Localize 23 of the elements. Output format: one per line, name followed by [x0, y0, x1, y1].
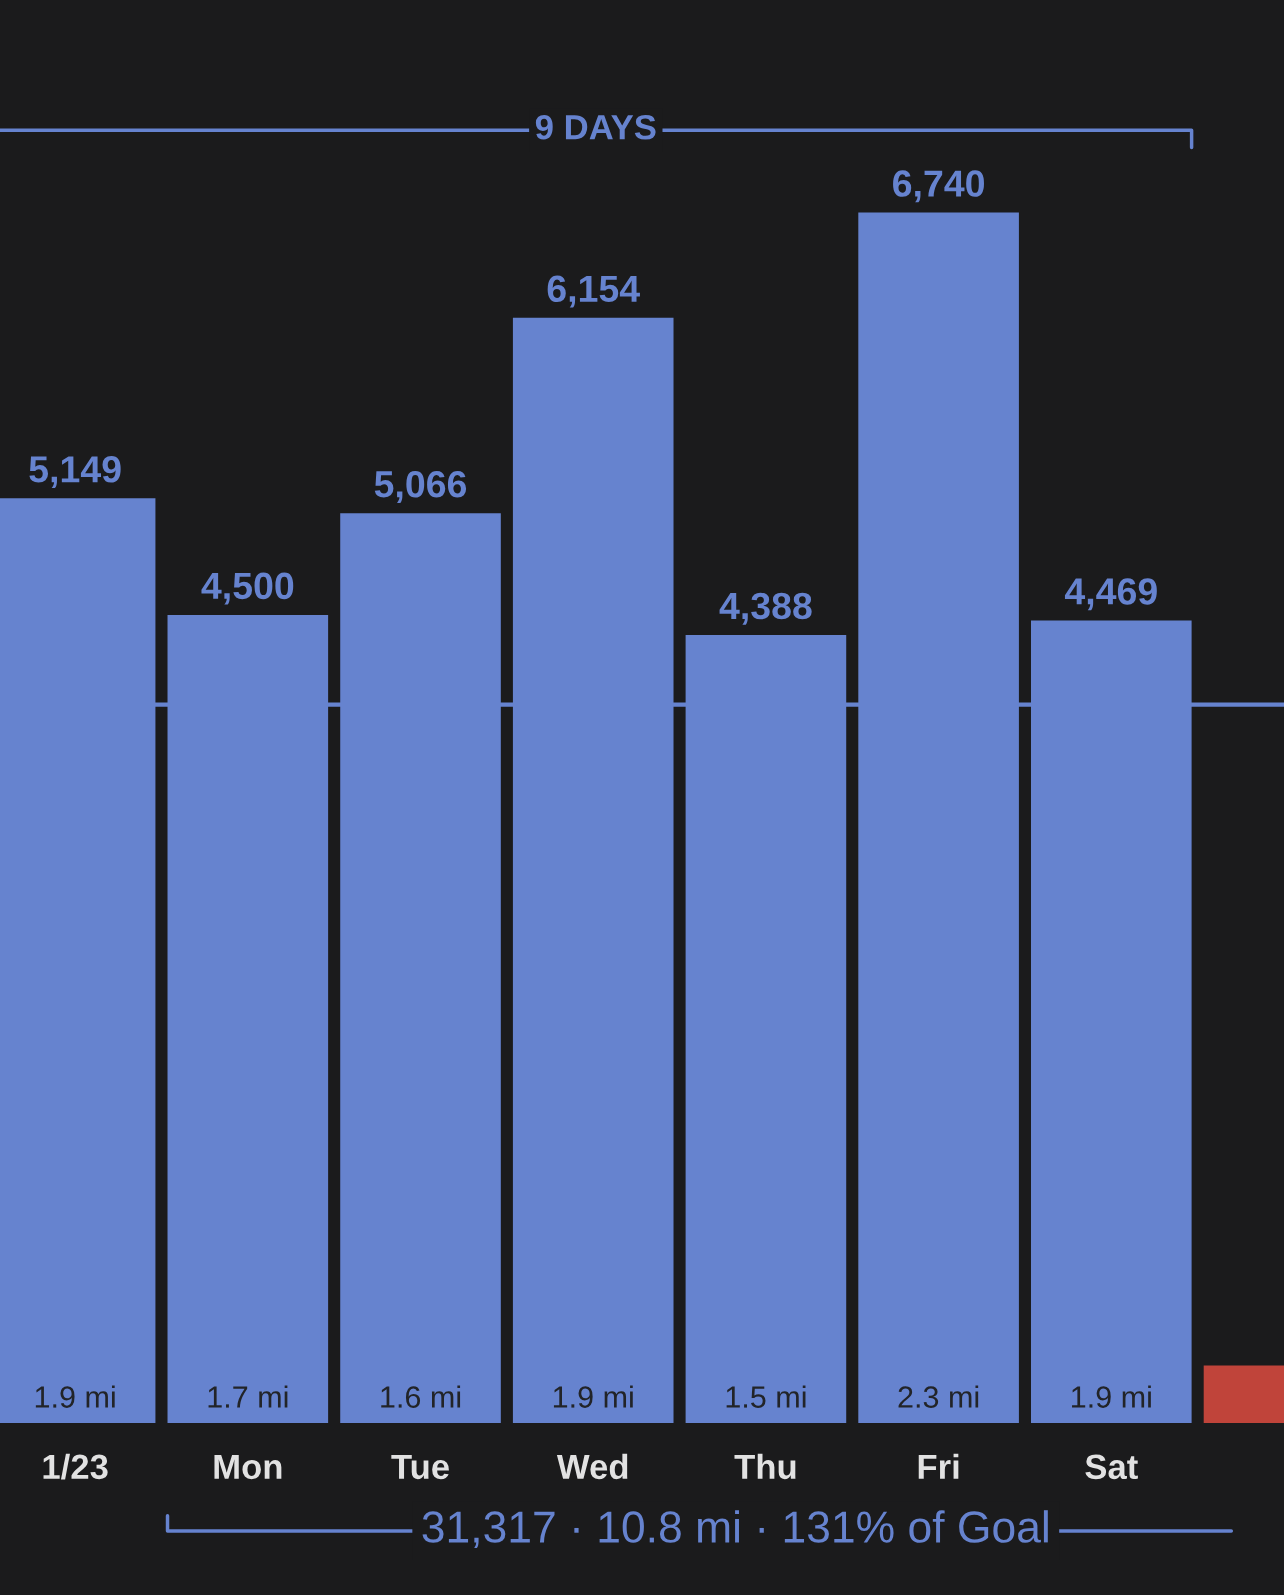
annotation: 1.5 mi: [726, 1385, 806, 1408]
x-tick-label: Mon: [214, 1454, 282, 1480]
annotation: 1.9 mi: [553, 1385, 633, 1408]
x-tick-label: Thu: [734, 1453, 796, 1480]
data-label: 4,388: [719, 592, 812, 625]
data-label: 5,066: [374, 470, 467, 503]
data-label: 4,500: [201, 572, 294, 605]
annotation: 1.9 mi: [1072, 1385, 1151, 1408]
annotation: 1.9 mi: [35, 1385, 115, 1408]
x-tick-label: 1/23: [43, 1453, 108, 1480]
data-label: 6,740: [893, 170, 984, 203]
x-tick-label: Wed: [556, 1453, 628, 1480]
data-label: 5,149: [29, 456, 121, 489]
x-tick-label: Sat: [1085, 1454, 1138, 1480]
annotation: 2.3 mi: [898, 1385, 979, 1408]
x-tick-label: Fri: [918, 1453, 959, 1479]
text: 9 DAYS: [535, 114, 656, 140]
annotation: 1.7 mi: [208, 1385, 288, 1408]
x-tick-label: Tue: [391, 1454, 449, 1480]
annotation: 1.6 mi: [381, 1385, 461, 1408]
data-label: 6,154: [547, 275, 640, 308]
text: 31,317 · 10.8 mi · 131% of Goal: [422, 1510, 1048, 1549]
data-label: 4,469: [1064, 578, 1157, 611]
